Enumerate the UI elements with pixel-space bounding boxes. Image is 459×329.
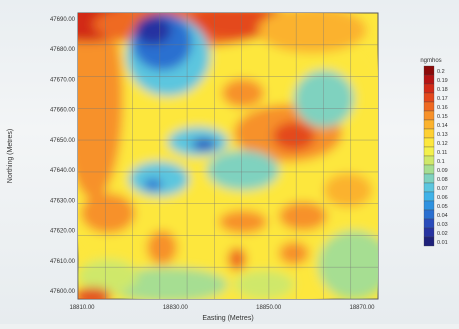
x-tick-label: 18830.00: [163, 305, 189, 311]
y-tick-label: 47610.00: [50, 259, 76, 265]
heat-blob: [81, 193, 135, 234]
y-tick-label: 47600.00: [50, 289, 76, 295]
heat-blob: [207, 150, 279, 191]
x-tick-label: 18810.00: [69, 305, 95, 311]
heat-blob: [129, 161, 189, 197]
colorbar-label: 0.09: [437, 168, 448, 174]
heat-blob: [144, 178, 162, 191]
y-tick-label: 47690.00: [50, 17, 76, 23]
y-tick-label: 47640.00: [50, 168, 76, 174]
heat-blob: [78, 13, 123, 199]
colorbar-swatch: [423, 236, 435, 247]
heat-blob: [279, 201, 327, 231]
colorbar: ngmhos 0.2 0.19 0.18 0.17 0.16 0.15 0.14 0.13 0.…: [420, 58, 448, 247]
y-axis-label: Northing (Metres): [7, 129, 14, 183]
colorbar-swatch: [423, 65, 435, 76]
heat-blob: [135, 15, 171, 45]
colorbar-swatch: [423, 119, 435, 130]
heat-blob: [78, 258, 138, 294]
y-tick-label: 47660.00: [50, 108, 76, 114]
colorbar-label: 0.19: [437, 78, 448, 84]
heat-blob: [192, 138, 216, 151]
heat-blob: [318, 230, 378, 299]
heat-blob: [234, 270, 294, 299]
colorbar-swatch: [423, 182, 435, 193]
colorbar-label: 0.06: [437, 195, 448, 201]
colorbar-swatch: [423, 191, 435, 202]
y-tick-label: 47630.00: [50, 198, 76, 204]
y-tick-label: 47650.00: [50, 138, 76, 144]
heatmap-field: [78, 13, 378, 299]
heat-blob: [279, 241, 309, 265]
colorbar-swatch: [423, 110, 435, 121]
colorbar-swatch: [423, 83, 435, 94]
colorbar-swatch: [423, 173, 435, 184]
colorbar-swatch: [423, 146, 435, 157]
colorbar-swatch: [423, 74, 435, 85]
colorbar-label: 0.01: [437, 240, 448, 246]
y-tick-label: 47620.00: [50, 229, 76, 235]
colorbar-swatch: [423, 101, 435, 112]
heat-blob: [324, 173, 372, 208]
colorbar-swatch: [423, 128, 435, 139]
colorbar-label: 0.1: [437, 159, 445, 165]
colorbar-label: 0.07: [437, 186, 448, 192]
x-axis-label: Easting (Metres): [202, 315, 253, 322]
colorbar-label: 0.15: [437, 114, 448, 120]
y-tick-label: 47680.00: [50, 47, 76, 53]
colorbar-label: 0.02: [437, 231, 448, 237]
y-tick-label: 47670.00: [50, 77, 76, 83]
colorbar-label: 0.13: [437, 132, 448, 138]
heat-blob: [258, 13, 366, 54]
heat-blob: [108, 267, 228, 299]
colorbar-label: 0.17: [437, 96, 448, 102]
colorbar-swatch: [423, 164, 435, 175]
x-tick-label: 18870.00: [349, 305, 375, 311]
colorbar-label: 0.08: [437, 177, 448, 183]
heatmap-layer: [78, 13, 378, 299]
heat-blob: [147, 230, 177, 265]
colorbar-label: 0.14: [437, 123, 448, 129]
heat-blob: [294, 70, 354, 128]
heat-blob: [273, 121, 315, 151]
x-axis-ticks: 18810.00 18830.00 18850.00 18870.00: [69, 305, 375, 311]
colorbar-swatch: [423, 155, 435, 166]
heat-blob: [219, 210, 267, 234]
colorbar-label: 0.2: [437, 69, 445, 75]
colorbar-swatch: [423, 218, 435, 229]
x-tick-label: 18850.00: [256, 305, 282, 311]
heat-blob: [222, 78, 264, 108]
colorbar-label: 0.11: [437, 150, 447, 156]
heat-blob: [78, 287, 111, 299]
colorbar-label: 0.03: [437, 222, 448, 228]
colorbar-swatch: [423, 137, 435, 148]
colorbar-swatch: [423, 227, 435, 238]
colorbar-label: 0.16: [437, 105, 448, 111]
colorbar-title: ngmhos: [420, 58, 441, 64]
grid-lines: [78, 13, 378, 299]
colorbar-label: 0.04: [437, 213, 448, 219]
colorbar-swatch: [423, 92, 435, 103]
colorbar-swatch: [423, 200, 435, 211]
colorbar-label: 0.18: [437, 87, 448, 93]
y-axis-ticks: 47690.00 47680.00 47670.00 47660.00 47650.00…: [50, 17, 76, 295]
colorbar-label: 0.12: [437, 141, 448, 147]
colorbar-swatch: [423, 209, 435, 220]
colorbar-label: 0.05: [437, 204, 448, 210]
